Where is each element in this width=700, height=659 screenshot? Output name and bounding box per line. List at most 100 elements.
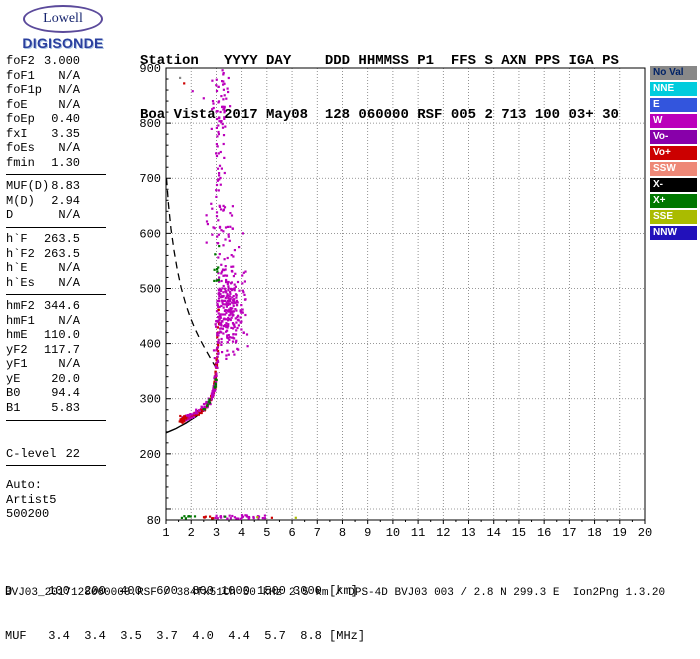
scaled-parameters-panel: foF2 3.000 foF1 N/A foF1p N/A foE N/A foEp 0.40 fx… — [6, 54, 108, 522]
param-label: yF2 — [6, 342, 28, 357]
echo-cluster-range-spread-column — [215, 69, 228, 279]
muf-transmission-curve — [165, 178, 220, 374]
svg-text:17: 17 — [562, 526, 576, 540]
param-row-hf2: h`F2 263.5 — [6, 247, 80, 262]
svg-text:600: 600 — [140, 227, 161, 241]
svg-text:2: 2 — [188, 526, 195, 540]
svg-text:4: 4 — [238, 526, 245, 540]
param-value: 110.0 — [43, 328, 80, 343]
legend-item-sse: SSE — [650, 210, 697, 224]
param-row-foe: foE N/A — [6, 98, 80, 113]
legend-item-x: X+ — [650, 194, 697, 208]
legend-item-e: E — [650, 98, 697, 112]
param-row-fof1: foF1 N/A — [6, 69, 80, 84]
param-label: D — [6, 208, 14, 223]
param-value: 20.0 — [51, 371, 80, 386]
svg-text:400: 400 — [140, 338, 161, 352]
status-line: BVJ03_2017128060000.RSF / 384fx51Ch 50 k… — [5, 587, 666, 599]
svg-text:16: 16 — [537, 526, 551, 540]
y-axis-labels: 900 800 700 600 500 400 300 200 80 — [140, 62, 161, 528]
echo-cluster-e-region-row-left — [180, 515, 197, 520]
header-columns-line: Station YYYY DAY DDD HHMMSS P1 FFS S AXN… — [140, 53, 619, 69]
echo-cluster-stray-points — [179, 76, 297, 519]
x-axis-labels: 1 2 3 4 5 6 7 8 9 10 11 12 13 14 15 16 17 18 19 20 — [162, 526, 652, 540]
param-label: h`F2 — [6, 246, 35, 261]
param-group-separator — [6, 419, 106, 421]
echo-cluster-e-region-row-mid — [202, 515, 215, 520]
param-value: N/A — [58, 68, 80, 83]
param-row-fof1p: foF1p N/A — [6, 83, 80, 98]
param-row-hmf2: hmF2 344.6 — [6, 299, 80, 314]
param-label: B0 — [6, 386, 21, 401]
svg-text:13: 13 — [461, 526, 475, 540]
echo-cluster-e-region-row-main — [214, 514, 251, 520]
svg-text:10: 10 — [386, 526, 400, 540]
param-row-yf2: yF2 117.7 — [6, 343, 80, 358]
echo-cluster-column-left-sparse — [205, 202, 216, 244]
echo-cluster-spread-f-core — [215, 269, 238, 344]
param-label: B1 — [6, 401, 21, 416]
param-value: 1.30 — [51, 155, 80, 170]
param-label: h`E — [6, 261, 28, 276]
param-label: yE — [6, 371, 21, 386]
param-value: N/A — [58, 141, 80, 156]
param-row-he: h`E N/A — [6, 261, 80, 276]
echo-direction-legend: No Val NNE E W Vo- Vo+ SSW X- X+ SSE NNW — [650, 66, 697, 242]
lowell-logo-oval: Lowell — [23, 5, 103, 33]
x-axis-ticks — [165, 520, 646, 524]
svg-text:14: 14 — [487, 526, 501, 540]
muf-distance-table: D 100 200 400 600 800 1000 1500 3000 [km… — [5, 554, 365, 659]
svg-text:7: 7 — [314, 526, 321, 540]
param-value: 0.40 — [51, 112, 80, 127]
param-row-hes: h`Es N/A — [6, 276, 80, 291]
param-label: h`Es — [6, 275, 35, 290]
param-label: foF1p — [6, 83, 43, 98]
param-row-clevel: C-level 22 — [6, 447, 80, 462]
echo-cluster-spread-f-cloud — [212, 265, 249, 360]
param-row-md: M(D) 2.94 — [6, 194, 80, 209]
param-row-ye: yE 20.0 — [6, 372, 80, 387]
param-label: h`F — [6, 232, 28, 247]
param-value: N/A — [58, 83, 80, 98]
param-label: foEp — [6, 112, 35, 127]
param-group-separator — [6, 465, 106, 467]
param-value: 3.35 — [51, 126, 80, 141]
svg-text:8: 8 — [339, 526, 346, 540]
echo-cluster-trace-start-knot — [178, 414, 188, 424]
param-value: N/A — [58, 275, 80, 290]
svg-text:80: 80 — [147, 514, 161, 528]
param-value: N/A — [58, 97, 80, 112]
param-value: N/A — [58, 208, 80, 223]
param-label: MUF(D) — [6, 179, 50, 194]
param-value: N/A — [58, 261, 80, 276]
param-value: 117.7 — [43, 342, 80, 357]
param-label: hmF2 — [6, 299, 35, 314]
legend-item-x: X- — [650, 178, 697, 192]
legend-item-ssw: SSW — [650, 162, 697, 176]
autoscaling-info-line: 500200 — [6, 507, 50, 522]
param-value: 2.94 — [51, 193, 80, 208]
svg-text:19: 19 — [613, 526, 627, 540]
param-value: 263.5 — [43, 246, 80, 261]
svg-text:700: 700 — [140, 172, 161, 186]
echo-points — [178, 69, 297, 520]
param-row-hmf1: hmF1 N/A — [6, 314, 80, 329]
plot-frame — [165, 67, 646, 521]
param-value: 5.83 — [51, 401, 80, 416]
muf-table-distance-row: D 100 200 400 600 800 1000 1500 3000 [km… — [5, 584, 358, 598]
param-label: fmin — [6, 155, 35, 170]
echo-cluster-green-column-segment — [213, 245, 221, 282]
legend-item-noval: No Val — [650, 66, 697, 80]
svg-text:900: 900 — [140, 62, 161, 76]
svg-text:9: 9 — [364, 526, 371, 540]
echo-cluster-column-top-fan — [210, 76, 232, 138]
param-label: foE — [6, 97, 28, 112]
autoscaling-info-line: Auto: — [6, 478, 43, 493]
param-row-mufd: MUF(D) 8.83 — [6, 179, 80, 194]
param-row-d: D N/A — [6, 208, 80, 223]
param-label: hmE — [6, 328, 28, 343]
param-row-b1: B1 5.83 — [6, 401, 80, 416]
echo-cluster-column-right-sparse — [226, 205, 236, 260]
legend-item-nne: NNE — [650, 82, 697, 96]
svg-text:200: 200 — [140, 448, 161, 462]
